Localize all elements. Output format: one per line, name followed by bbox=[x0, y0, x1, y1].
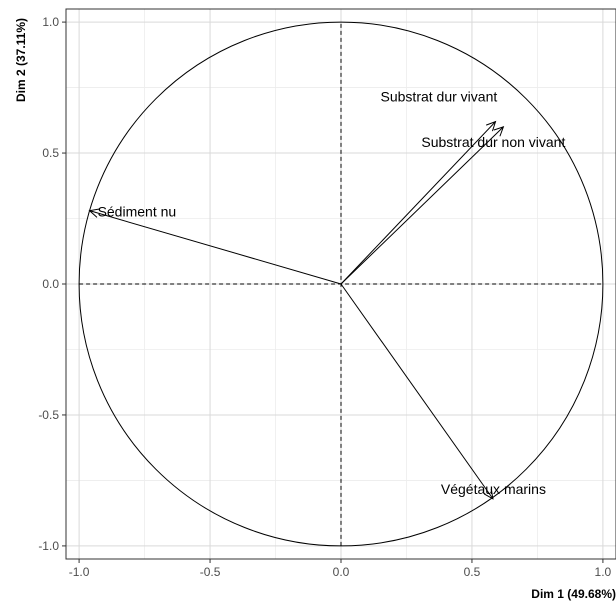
y-axis-title: Dim 2 (37.11%) bbox=[14, 18, 28, 102]
variable-labels: Substrat dur vivant Substrat dur non viva… bbox=[98, 89, 566, 497]
y-tick-label: 0.5 bbox=[42, 146, 59, 160]
variable-label: Substrat dur non vivant bbox=[421, 134, 565, 150]
variable-label: Substrat dur vivant bbox=[381, 89, 498, 105]
arrow-head bbox=[88, 208, 100, 218]
x-tick-label: 0.5 bbox=[464, 565, 481, 579]
panel-border bbox=[65, 8, 616, 560]
x-tick-label: 1.0 bbox=[595, 565, 612, 579]
arrow-shaft bbox=[340, 121, 496, 285]
arrow-head bbox=[493, 126, 505, 137]
arrow-shaft bbox=[340, 283, 494, 500]
arrow-shaft bbox=[340, 126, 504, 285]
y-tick-label: -1.0 bbox=[38, 539, 59, 553]
unit-circle bbox=[78, 21, 604, 547]
x-tick-label: 0.0 bbox=[333, 565, 350, 579]
arrow-shaft bbox=[89, 210, 342, 285]
variable-arrow bbox=[88, 208, 342, 285]
y-tick-label: 0.0 bbox=[42, 277, 59, 291]
variable-label: Végétaux marins bbox=[441, 481, 546, 497]
variable-arrow bbox=[340, 283, 494, 500]
variable-arrows bbox=[88, 120, 505, 500]
variable-arrow bbox=[340, 120, 497, 285]
x-axis-ticks: -1.0 -0.5 0.0 0.5 1.0 bbox=[69, 559, 612, 579]
y-tick-label: -0.5 bbox=[38, 408, 59, 422]
x-axis-title: Dim 1 (49.68%) bbox=[531, 587, 616, 601]
x-tick-label: -0.5 bbox=[200, 565, 221, 579]
arrow-head bbox=[483, 488, 494, 500]
arrow-head bbox=[485, 120, 497, 132]
variable-label: Sédiment nu bbox=[98, 204, 177, 220]
x-tick-label: -1.0 bbox=[69, 565, 90, 579]
variable-arrow bbox=[340, 126, 505, 285]
unit-circle-layer bbox=[78, 21, 604, 547]
y-tick-label: 1.0 bbox=[42, 15, 59, 29]
y-axis-ticks: -1.0 -0.5 0.0 0.5 1.0 bbox=[38, 15, 66, 553]
